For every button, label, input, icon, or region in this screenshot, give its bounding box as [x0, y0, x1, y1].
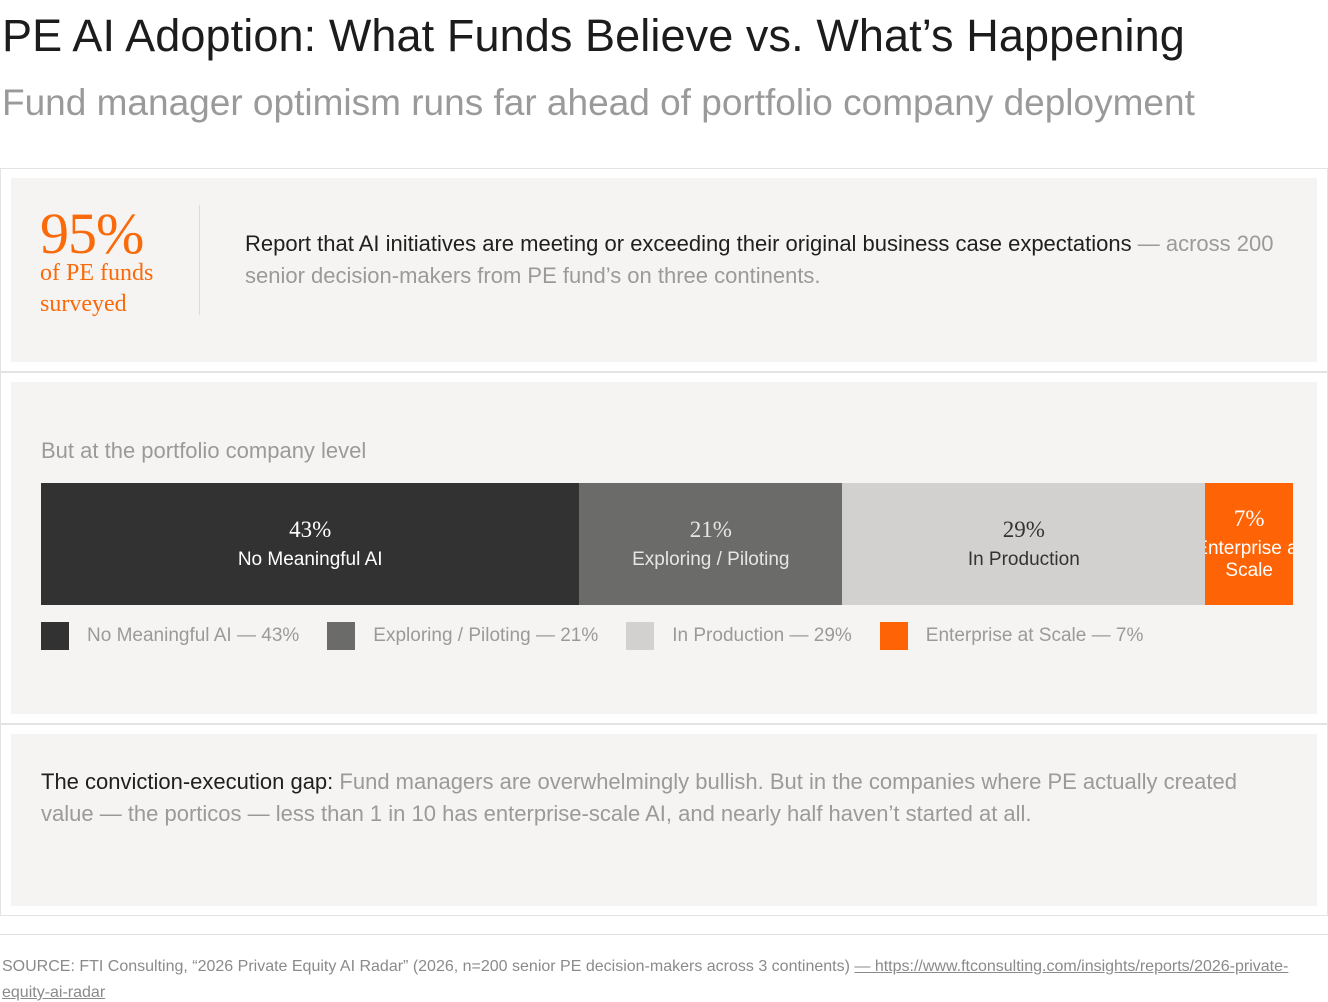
- gap-panel: The conviction-execution gap: Fund manag…: [11, 734, 1317, 906]
- source-note: SOURCE: FTI Consulting, “2026 Private Eq…: [2, 954, 1322, 1002]
- bar-segment-in-production: 29% In Production: [842, 483, 1206, 605]
- legend-swatch: [879, 622, 908, 650]
- bar-value-label: 43%: [289, 517, 332, 542]
- stat-card: 95% of PE funds surveyed Report that AI …: [0, 168, 1328, 372]
- bar-segment-exploring-piloting: 21% Exploring / Piloting: [579, 483, 843, 605]
- stat-description-strong: Report that AI initiatives are meeting o…: [245, 231, 1132, 256]
- bar-category-label: Exploring / Piloting: [632, 549, 790, 570]
- legend-label: Enterprise at Scale — 7%: [925, 625, 1144, 646]
- bar-category-label: Enterprise at Scale: [1205, 538, 1293, 581]
- stat-value: 95%: [40, 201, 144, 266]
- page-title: PE AI Adoption: What Funds Believe vs. W…: [2, 10, 1185, 61]
- legend-item: In Production — 29%: [626, 622, 852, 650]
- bar-category-label: No Meaningful AI: [237, 549, 383, 570]
- stacked-bar: 43% No Meaningful AI 21% Exploring / Piloti…: [41, 483, 1293, 605]
- stat-description: Report that AI initiatives are meeting o…: [245, 228, 1305, 292]
- gap-card: The conviction-execution gap: Fund manag…: [0, 724, 1328, 916]
- bar-segment-no-meaningful-ai: 43% No Meaningful AI: [41, 483, 580, 605]
- legend-swatch: [41, 622, 69, 650]
- chart-label: But at the portfolio company level: [41, 438, 367, 463]
- legend-item: No Meaningful AI — 43%: [41, 622, 299, 650]
- gap-body: Fund managers are overwhelmingly bullish…: [41, 769, 1237, 826]
- chart-legend: No Meaningful AI — 43% Exploring / Piloti…: [41, 622, 1171, 650]
- bar-value-label: 29%: [1002, 517, 1045, 542]
- legend-label: No Meaningful AI — 43%: [87, 625, 300, 646]
- stat-caption: of PE funds surveyed: [40, 260, 154, 317]
- bar-value-label: 21%: [689, 517, 732, 542]
- legend-swatch: [626, 622, 655, 650]
- gap-text: The conviction-execution gap: Fund manag…: [41, 766, 1261, 830]
- legend-item: Exploring / Piloting — 21%: [327, 622, 598, 650]
- legend-item: Enterprise at Scale — 7%: [879, 622, 1144, 650]
- bar-category-label: In Production: [967, 549, 1080, 570]
- source-link[interactable]: — https://www.ftconsulting.com/insights/…: [2, 958, 1289, 1001]
- bar-value-label: 7%: [1233, 506, 1265, 531]
- page-subtitle: Fund manager optimism runs far ahead of …: [2, 82, 1195, 123]
- chart-panel: But at the portfolio company level 43% No…: [11, 382, 1317, 714]
- stat-description-rest: — across 200 senior decision-makers from…: [245, 231, 1274, 288]
- legend-label: In Production — 29%: [672, 625, 852, 646]
- legend-swatch: [327, 622, 356, 650]
- legend-label: Exploring / Piloting — 21%: [373, 625, 599, 646]
- stat-panel: 95% of PE funds surveyed Report that AI …: [11, 178, 1317, 362]
- gap-lead: The conviction-execution gap:: [41, 769, 334, 794]
- stat-divider: [199, 205, 200, 315]
- chart-card: But at the portfolio company level 43% No…: [0, 372, 1328, 724]
- source-text: SOURCE: FTI Consulting, “2026 Private Eq…: [2, 958, 855, 975]
- source-divider: [0, 934, 1328, 935]
- bar-segment-enterprise-at-scale: 7% Enterprise at Scale: [1205, 483, 1293, 605]
